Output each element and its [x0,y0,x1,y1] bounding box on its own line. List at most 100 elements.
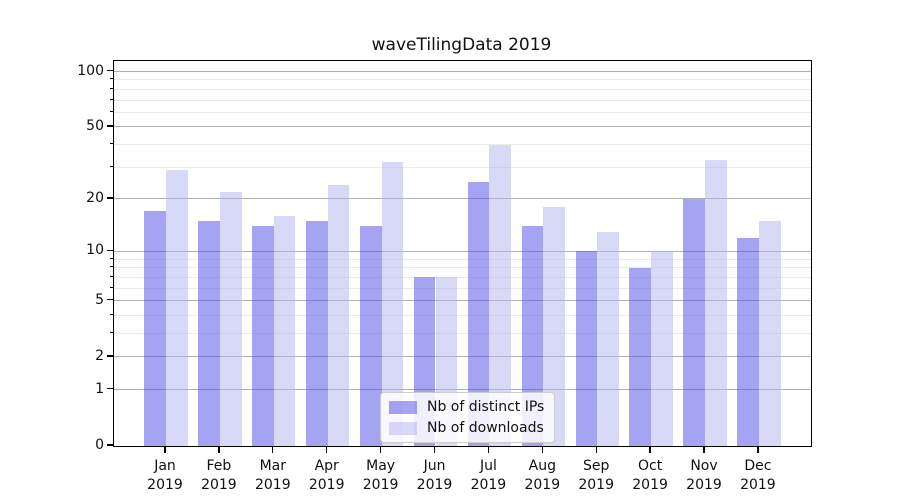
y-minor-tick-mark [109,257,113,259]
bar-distinct-ips [575,251,598,446]
bar-distinct-ips [252,226,274,446]
plot-area [113,60,812,447]
bar-distinct-ips [521,226,544,446]
bar-downloads [219,191,242,446]
bar-distinct-ips [467,181,490,446]
minor-gridline [114,258,811,260]
minor-gridline [114,99,811,101]
x-tick-label: Feb 2019 [201,458,237,493]
bar-distinct-ips [306,221,328,446]
minor-gridline [114,333,811,335]
x-tick-label: Jun 2019 [416,458,453,493]
x-tick-mark [379,447,382,453]
x-tick-mark [487,447,490,453]
legend-label: Nb of downloads [427,420,544,436]
x-tick-mark [595,447,597,453]
bar-distinct-ips [629,267,652,446]
major-gridline [114,71,811,73]
x-tick-label: Oct 2019 [632,458,668,493]
bar-downloads [758,221,781,446]
y-tick-mark [107,388,113,390]
minor-gridline [114,314,811,316]
x-tick-mark [272,447,274,453]
x-tick-mark [218,447,220,453]
x-tick-label: May 2019 [362,458,399,493]
y-minor-tick-mark [109,98,113,100]
y-tick-label: 5 [95,291,104,308]
major-gridline [114,356,811,358]
major-gridline [114,126,811,128]
minor-gridline [114,144,811,146]
x-tick-label: Aug 2019 [524,458,561,493]
bar-downloads [705,159,727,446]
y-tick-mark [107,249,113,252]
minor-gridline [114,267,811,269]
y-tick-mark [107,355,113,357]
minor-gridline [114,276,811,278]
legend-entry: Nb of distinct IPs [389,399,544,415]
chart-title: waveTilingData 2019 [371,35,552,55]
y-tick-mark [107,298,113,301]
bar-downloads [489,144,512,446]
y-minor-tick-mark [109,143,113,145]
bar-distinct-ips [144,211,166,446]
x-tick-mark [541,447,543,453]
minor-gridline [114,88,811,90]
y-minor-tick-mark [109,275,113,277]
major-gridline [114,250,811,252]
bar-downloads [166,170,188,446]
y-minor-tick-mark [109,332,113,334]
minor-gridline [114,111,811,113]
legend-swatch-icon [389,400,417,414]
bar-downloads [327,184,350,446]
major-gridline [114,389,811,391]
bar-downloads [543,207,565,446]
minor-gridline [114,166,811,168]
y-minor-tick-mark [109,286,113,288]
major-gridline [114,300,811,302]
y-tick-label: 1 [95,380,104,397]
bar-downloads [273,216,296,446]
x-tick-label: Apr 2019 [308,458,345,493]
y-tick-mark [107,125,113,127]
major-gridline [114,198,811,200]
y-minor-tick-mark [109,110,113,112]
x-tick-mark [649,447,651,453]
x-tick-label: Nov 2019 [686,458,722,493]
y-tick-label: 10 [86,242,104,259]
x-tick-mark [164,447,166,453]
x-tick-label: Jan 2019 [147,458,183,493]
x-tick-label: Jul 2019 [470,458,507,493]
y-tick-label: 100 [77,62,104,79]
y-tick-mark [107,197,113,199]
y-minor-tick-mark [109,165,113,167]
bar-downloads [651,251,673,446]
bar-distinct-ips [359,226,382,446]
y-tick-label: 50 [86,117,104,134]
y-tick-mark [107,444,113,446]
minor-gridline [114,287,811,289]
y-tick-label: 2 [95,347,104,364]
bar-distinct-ips [683,198,705,446]
x-tick-mark [326,447,328,453]
y-minor-tick-mark [109,78,113,80]
bar-distinct-ips [737,237,759,446]
bar-downloads [597,231,619,446]
x-tick-mark [703,447,705,453]
x-tick-label: Dec 2019 [740,458,776,493]
legend-label: Nb of distinct IPs [427,399,545,415]
legend: Nb of distinct IPs Nb of downloads [380,392,556,443]
y-minor-tick-mark [109,266,113,268]
x-tick-label: Mar 2019 [254,458,291,493]
legend-swatch-icon [389,421,417,435]
y-tick-label: 20 [86,189,104,206]
y-minor-tick-mark [109,87,113,89]
minor-gridline [114,79,811,81]
bar-distinct-ips [198,221,220,446]
bar-downloads [381,162,404,446]
x-tick-mark [757,447,759,453]
legend-entry: Nb of downloads [389,420,544,436]
x-tick-mark [433,447,436,453]
y-minor-tick-mark [109,313,113,315]
